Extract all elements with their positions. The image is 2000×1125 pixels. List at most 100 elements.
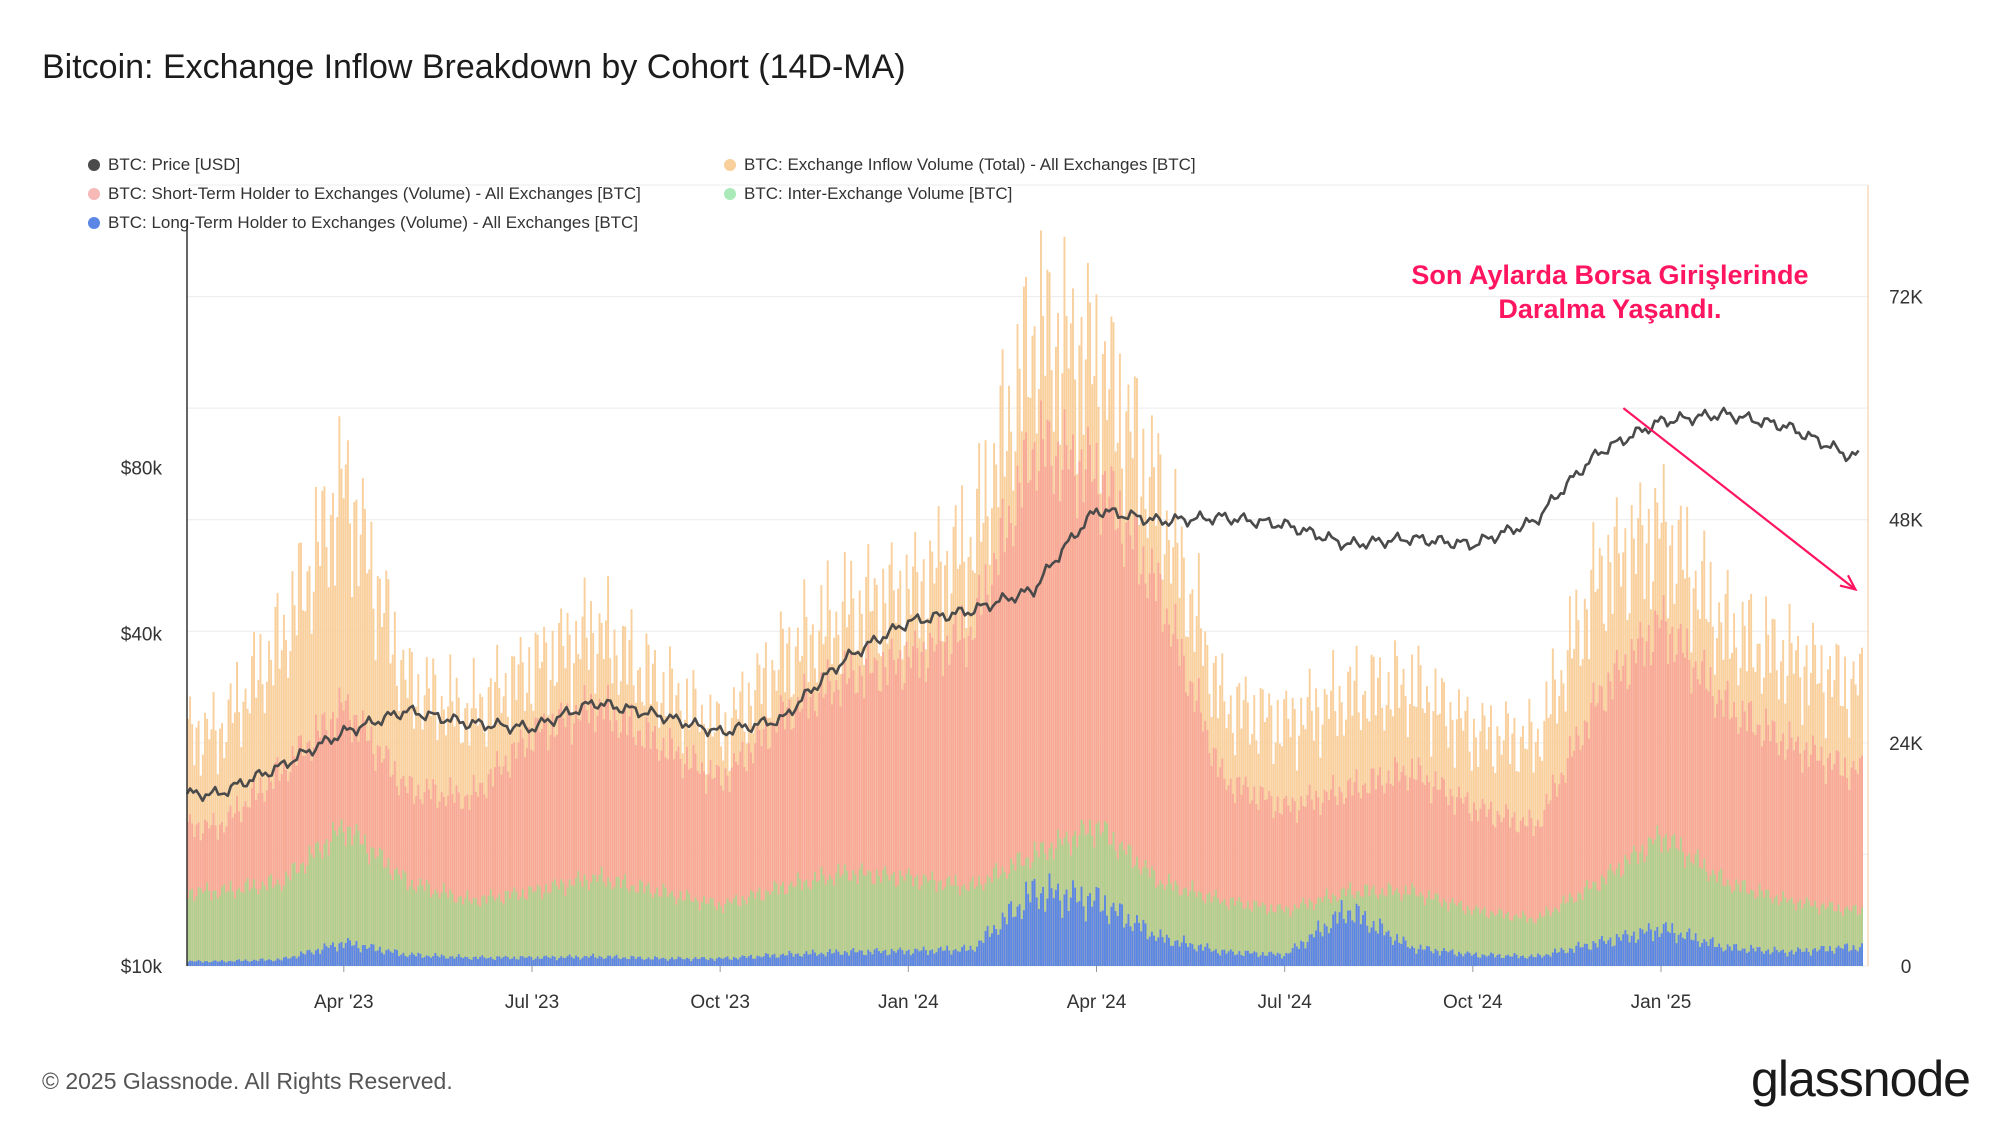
bar-inter-exchange: [1649, 838, 1652, 966]
bar-inter-exchange: [1180, 895, 1183, 966]
bar-lth: [1217, 953, 1219, 966]
bar-sth: [549, 735, 552, 966]
bar-lth: [867, 949, 870, 966]
bar-inter-exchange: [1231, 897, 1234, 966]
bar-lth: [750, 954, 752, 966]
bar-lth: [1219, 955, 1222, 966]
bar-lth: [381, 952, 383, 966]
bar-lth: [1059, 900, 1062, 966]
bar-sth: [754, 743, 757, 966]
bar-sth: [1374, 789, 1377, 966]
bar-sth: [916, 648, 919, 966]
bar-inter-exchange: [724, 903, 727, 966]
bar-sth: [959, 640, 961, 966]
bar-inter-exchange: [1669, 848, 1672, 966]
bar-inter-exchange: [959, 895, 961, 966]
bar-lth: [1428, 946, 1431, 966]
bar-sth: [1455, 797, 1458, 966]
bar-lth: [1588, 949, 1591, 966]
bar-lth: [1598, 939, 1601, 966]
bar-inter-exchange: [227, 890, 230, 966]
bar-inter-exchange: [483, 895, 486, 966]
bar-sth: [735, 761, 737, 966]
bar-sth: [583, 684, 586, 966]
bar-lth: [961, 947, 964, 966]
legend-item-lth[interactable]: BTC: Long-Term Holder to Exchanges (Volu…: [88, 213, 638, 233]
bar-inter-exchange: [1556, 909, 1559, 966]
legend-item-inter-exchange[interactable]: BTC: Inter-Exchange Volume [BTC]: [724, 184, 1012, 204]
annotation-line-1: Son Aylarda Borsa Girişlerinde: [1411, 260, 1809, 290]
legend-item-total-inflow[interactable]: BTC: Exchange Inflow Volume (Total) - Al…: [724, 155, 1196, 175]
bar-lth: [517, 959, 520, 966]
bar-inter-exchange: [1504, 914, 1507, 966]
bar-sth: [978, 574, 981, 966]
bar-lth: [1564, 953, 1567, 966]
bar-lth: [1509, 956, 1512, 966]
bar-sth: [777, 722, 780, 966]
bar-lth: [1317, 920, 1320, 966]
bar-lth: [1308, 934, 1311, 966]
bar-sth: [634, 744, 637, 966]
bar-sth: [790, 729, 793, 966]
bar-lth: [442, 955, 445, 966]
bar-inter-exchange: [357, 830, 360, 966]
legend-item-sth[interactable]: BTC: Short-Term Holder to Exchanges (Vol…: [88, 184, 641, 204]
bar-lth: [1854, 949, 1857, 966]
bar-lth: [1662, 924, 1665, 966]
bar-lth: [634, 958, 637, 966]
bar-sth: [227, 811, 230, 966]
bar-sth: [792, 728, 795, 966]
bar-lth: [886, 955, 889, 966]
bar-inter-exchange: [1858, 913, 1861, 966]
bar-lth: [485, 958, 488, 966]
bar-sth: [1379, 767, 1382, 966]
bar-lth: [1684, 939, 1686, 966]
right-tick-label: 72K: [1889, 288, 1923, 309]
bar-lth: [1447, 952, 1450, 966]
bar-lth: [1837, 945, 1840, 966]
bar-sth: [1097, 494, 1100, 966]
bar-inter-exchange: [1195, 896, 1198, 966]
copyright: © 2025 Glassnode. All Rights Reserved.: [42, 1068, 453, 1094]
bar-sth: [660, 750, 663, 966]
bar-inter-exchange: [1699, 867, 1701, 966]
bar-inter-exchange: [410, 879, 413, 966]
bar-sth: [867, 643, 870, 966]
bar-sth: [1500, 822, 1503, 966]
bar-sth: [1003, 552, 1006, 966]
bar-inter-exchange: [1790, 897, 1793, 966]
bar-inter-exchange: [346, 826, 349, 966]
bar-sth: [1031, 449, 1034, 966]
legend-item-price[interactable]: BTC: Price [USD]: [88, 155, 240, 175]
bar-lth: [1460, 953, 1463, 966]
bar-inter-exchange: [242, 892, 245, 966]
bar-inter-exchange: [1191, 880, 1194, 966]
bar-lth: [1568, 948, 1571, 966]
bar-sth: [1295, 822, 1298, 966]
bar-inter-exchange: [726, 898, 729, 966]
bar-lth: [703, 957, 705, 966]
bar-lth: [758, 956, 761, 966]
bar-sth: [1566, 758, 1569, 966]
bar-inter-exchange: [788, 885, 791, 966]
bar-sth: [1549, 800, 1552, 966]
bar-sth: [1741, 700, 1744, 966]
bar-lth: [573, 958, 575, 966]
bar-sth: [515, 758, 518, 966]
bar-lth: [626, 958, 629, 966]
bar-inter-exchange: [895, 887, 897, 966]
x-tick-label: Jan '25: [1631, 992, 1692, 1013]
bar-sth: [1283, 798, 1286, 966]
bar-sth: [293, 756, 296, 966]
bar-lth: [1803, 951, 1806, 966]
bar-lth: [1705, 941, 1708, 966]
bar-sth: [1012, 546, 1015, 966]
bar-lth: [238, 959, 241, 966]
bar-sth: [1185, 692, 1187, 966]
bar-sth: [666, 759, 669, 966]
bar-lth: [1735, 943, 1738, 966]
bar-inter-exchange: [1172, 890, 1175, 966]
bar-lth: [319, 953, 322, 966]
bar-sth: [1850, 767, 1853, 966]
bar-sth: [1858, 758, 1861, 966]
